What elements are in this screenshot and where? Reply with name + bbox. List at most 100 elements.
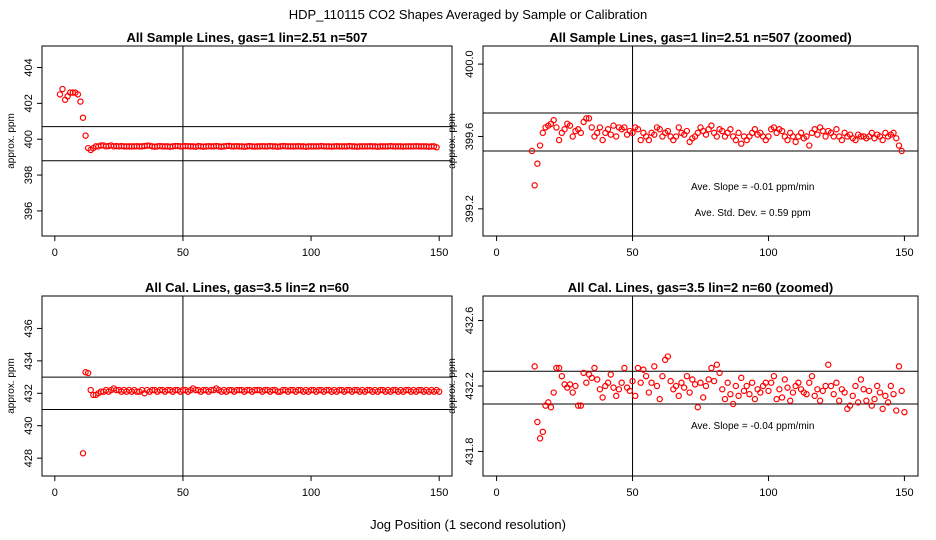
data-point	[634, 364, 642, 372]
data-point	[732, 136, 740, 144]
data-point	[816, 397, 824, 404]
data-point	[664, 127, 672, 135]
y-tick-label: 404	[23, 58, 35, 76]
y-tick-label: 400.0	[464, 50, 476, 78]
data-point	[583, 115, 590, 122]
panel-title: All Cal. Lines, gas=3.5 lin=2 n=60	[145, 280, 349, 295]
data-point	[727, 126, 734, 133]
x-tick-label: 50	[177, 247, 189, 259]
x-tick-label: 0	[52, 247, 58, 259]
data-point	[748, 379, 756, 386]
data-point	[629, 377, 636, 385]
data-points	[56, 85, 440, 154]
data-point	[686, 389, 693, 396]
plot-frame	[41, 295, 453, 477]
data-point	[656, 395, 663, 403]
data-point	[561, 126, 568, 133]
data-point	[789, 389, 797, 396]
data-point	[558, 372, 566, 380]
data-point	[887, 382, 895, 390]
data-point	[585, 115, 593, 122]
data-point	[659, 372, 666, 380]
data-point	[566, 122, 574, 129]
data-point	[680, 384, 688, 391]
data-point	[710, 377, 718, 385]
data-point	[588, 374, 595, 382]
data-point	[724, 379, 731, 386]
x-tick-label: 0	[494, 247, 500, 259]
data-point	[629, 129, 636, 137]
data-point	[767, 379, 775, 386]
data-point	[572, 382, 579, 390]
data-point	[651, 131, 658, 138]
data-point	[645, 389, 653, 396]
data-point	[678, 379, 685, 386]
data-point	[621, 364, 628, 372]
data-point	[637, 379, 644, 386]
data-point	[528, 147, 536, 155]
data-points	[531, 353, 908, 442]
data-point	[895, 363, 903, 370]
panel-title: All Sample Lines, gas=1 lin=2.51 n=507 (…	[549, 30, 851, 45]
data-point	[833, 379, 840, 386]
data-point	[691, 381, 699, 388]
data-point	[553, 124, 560, 131]
data-point	[675, 124, 682, 131]
data-point	[596, 386, 604, 393]
y-axis-label: approx. ppm	[6, 358, 17, 414]
data-point	[56, 91, 64, 98]
y-tick-label: 430	[23, 417, 35, 435]
data-point	[884, 399, 892, 406]
annotation-text: Ave. Slope = -0.04 ppm/min	[691, 421, 815, 432]
data-point	[550, 389, 557, 396]
data-point	[574, 402, 582, 409]
data-point	[746, 390, 753, 398]
data-point	[860, 386, 867, 393]
data-point	[593, 129, 601, 137]
data-point	[868, 129, 875, 137]
data-point	[642, 372, 650, 380]
data-point	[865, 387, 873, 395]
data-point	[702, 131, 710, 138]
data-point	[599, 394, 606, 401]
data-point	[814, 386, 821, 393]
data-point	[835, 397, 843, 404]
data-point	[672, 133, 680, 140]
data-point	[787, 397, 794, 404]
chart-panel-3: All Cal. Lines, gas=3.5 lin=2 n=60 0 50 100…	[6, 280, 453, 499]
data-point	[555, 136, 563, 144]
panels: All Sample Lines, gas=1 lin=2.51 n=507 0 5…	[6, 30, 919, 499]
data-point	[770, 124, 778, 131]
global-x-axis-label: Jog Position (1 second resolution)	[370, 517, 566, 532]
data-point	[738, 140, 745, 147]
data-point	[615, 386, 623, 393]
data-point	[841, 389, 848, 396]
data-point	[599, 136, 606, 144]
annotation-text: Ave. Slope = -0.01 ppm/min	[691, 182, 815, 193]
data-point	[84, 369, 92, 377]
data-point	[618, 379, 625, 386]
data-point	[890, 390, 897, 398]
data-point	[879, 405, 886, 413]
data-point	[838, 136, 846, 144]
data-point	[705, 376, 712, 383]
data-point	[822, 133, 829, 140]
y-axis-label: approx. ppm	[447, 358, 458, 414]
data-point	[781, 376, 788, 383]
y-tick-label: 432	[23, 384, 35, 402]
data-point	[607, 131, 614, 138]
data-point	[79, 450, 87, 457]
data-point	[566, 381, 574, 388]
data-point	[890, 129, 897, 137]
data-point	[740, 387, 748, 395]
data-point	[534, 160, 541, 167]
data-point	[898, 147, 905, 155]
data-point	[811, 392, 818, 400]
data-point	[895, 142, 903, 149]
data-point	[819, 387, 827, 395]
data-point	[531, 363, 538, 370]
data-point	[531, 182, 538, 189]
data-point	[830, 390, 837, 398]
data-point	[863, 397, 870, 404]
